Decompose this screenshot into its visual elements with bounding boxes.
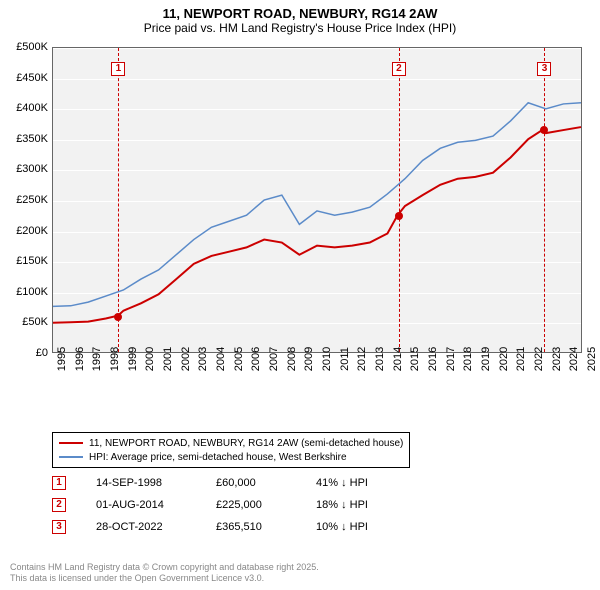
x-tick-label: 2001 (162, 347, 174, 371)
x-tick-label: 2025 (586, 347, 598, 371)
x-tick-label: 1995 (56, 347, 68, 371)
x-tick-label: 2003 (197, 347, 209, 371)
tx-price: £60,000 (216, 477, 286, 489)
footer-line1: Contains HM Land Registry data © Crown c… (10, 562, 319, 573)
x-tick-label: 2020 (498, 347, 510, 371)
marker-point-2 (395, 212, 403, 220)
plot-area: 1 2 3 (52, 47, 582, 353)
series-price_paid (53, 127, 581, 323)
y-tick-label: £100K (10, 286, 48, 298)
x-tick-label: 2018 (462, 347, 474, 371)
legend-swatch (59, 442, 83, 444)
x-tick-label: 2012 (356, 347, 368, 371)
tx-date: 28-OCT-2022 (96, 521, 186, 533)
marker-point-3 (540, 126, 548, 134)
x-tick-label: 2019 (480, 347, 492, 371)
x-tick-label: 2000 (144, 347, 156, 371)
legend-swatch (59, 456, 83, 458)
legend-row: HPI: Average price, semi-detached house,… (59, 450, 403, 464)
legend-label: HPI: Average price, semi-detached house,… (89, 452, 347, 463)
x-tick-label: 1998 (109, 347, 121, 371)
marker-box-3: 3 (537, 62, 551, 76)
marker-box-2: 2 (392, 62, 406, 76)
y-tick-label: £450K (10, 72, 48, 84)
x-tick-label: 2017 (445, 347, 457, 371)
tx-marker: 2 (52, 498, 66, 512)
transactions-table: 1 14-SEP-1998 £60,000 41% ↓ HPI 2 01-AUG-2014… (52, 472, 396, 538)
x-tick-label: 1999 (127, 347, 139, 371)
y-tick-label: £50K (10, 316, 48, 328)
footer-line2: This data is licensed under the Open Gov… (10, 573, 319, 584)
marker-box-1: 1 (111, 62, 125, 76)
y-tick-label: £0 (10, 347, 48, 359)
x-tick-label: 2006 (250, 347, 262, 371)
x-tick-label: 2021 (515, 347, 527, 371)
x-tick-label: 2011 (339, 347, 351, 371)
legend-row: 11, NEWPORT ROAD, NEWBURY, RG14 2AW (sem… (59, 436, 403, 450)
x-tick-label: 2008 (286, 347, 298, 371)
y-tick-label: £500K (10, 41, 48, 53)
x-tick-label: 2010 (321, 347, 333, 371)
x-tick-label: 1996 (74, 347, 86, 371)
title-line2: Price paid vs. HM Land Registry's House … (0, 21, 600, 35)
tx-date: 14-SEP-1998 (96, 477, 186, 489)
x-tick-label: 2009 (303, 347, 315, 371)
legend-label: 11, NEWPORT ROAD, NEWBURY, RG14 2AW (sem… (89, 438, 403, 449)
transaction-row: 1 14-SEP-1998 £60,000 41% ↓ HPI (52, 472, 396, 494)
title-line1: 11, NEWPORT ROAD, NEWBURY, RG14 2AW (0, 6, 600, 21)
transaction-row: 3 28-OCT-2022 £365,510 10% ↓ HPI (52, 516, 396, 538)
chart-container: 1 2 3 £0 £50K £100K £150K £200K £250K £300K £350K… (10, 41, 590, 411)
x-tick-label: 2022 (533, 347, 545, 371)
footer-attribution: Contains HM Land Registry data © Crown c… (10, 562, 319, 584)
marker-point-1 (114, 313, 122, 321)
x-tick-label: 2002 (180, 347, 192, 371)
x-tick-label: 2015 (409, 347, 421, 371)
x-tick-label: 2005 (233, 347, 245, 371)
line-series-svg (53, 48, 581, 352)
tx-diff: 10% ↓ HPI (316, 521, 396, 533)
transaction-row: 2 01-AUG-2014 £225,000 18% ↓ HPI (52, 494, 396, 516)
x-tick-label: 2013 (374, 347, 386, 371)
tx-date: 01-AUG-2014 (96, 499, 186, 511)
x-tick-label: 2014 (392, 347, 404, 371)
x-tick-label: 2004 (215, 347, 227, 371)
x-tick-label: 2007 (268, 347, 280, 371)
y-tick-label: £200K (10, 225, 48, 237)
tx-marker: 1 (52, 476, 66, 490)
x-tick-label: 2024 (568, 347, 580, 371)
y-tick-label: £150K (10, 255, 48, 267)
y-tick-label: £300K (10, 163, 48, 175)
y-tick-label: £350K (10, 133, 48, 145)
tx-price: £365,510 (216, 521, 286, 533)
y-tick-label: £250K (10, 194, 48, 206)
y-tick-label: £400K (10, 102, 48, 114)
x-tick-label: 2016 (427, 347, 439, 371)
series-hpi (53, 103, 581, 307)
x-tick-label: 2023 (551, 347, 563, 371)
chart-title-block: 11, NEWPORT ROAD, NEWBURY, RG14 2AW Pric… (0, 0, 600, 37)
tx-diff: 41% ↓ HPI (316, 477, 396, 489)
tx-diff: 18% ↓ HPI (316, 499, 396, 511)
legend: 11, NEWPORT ROAD, NEWBURY, RG14 2AW (sem… (52, 432, 410, 468)
tx-price: £225,000 (216, 499, 286, 511)
tx-marker: 3 (52, 520, 66, 534)
x-tick-label: 1997 (91, 347, 103, 371)
